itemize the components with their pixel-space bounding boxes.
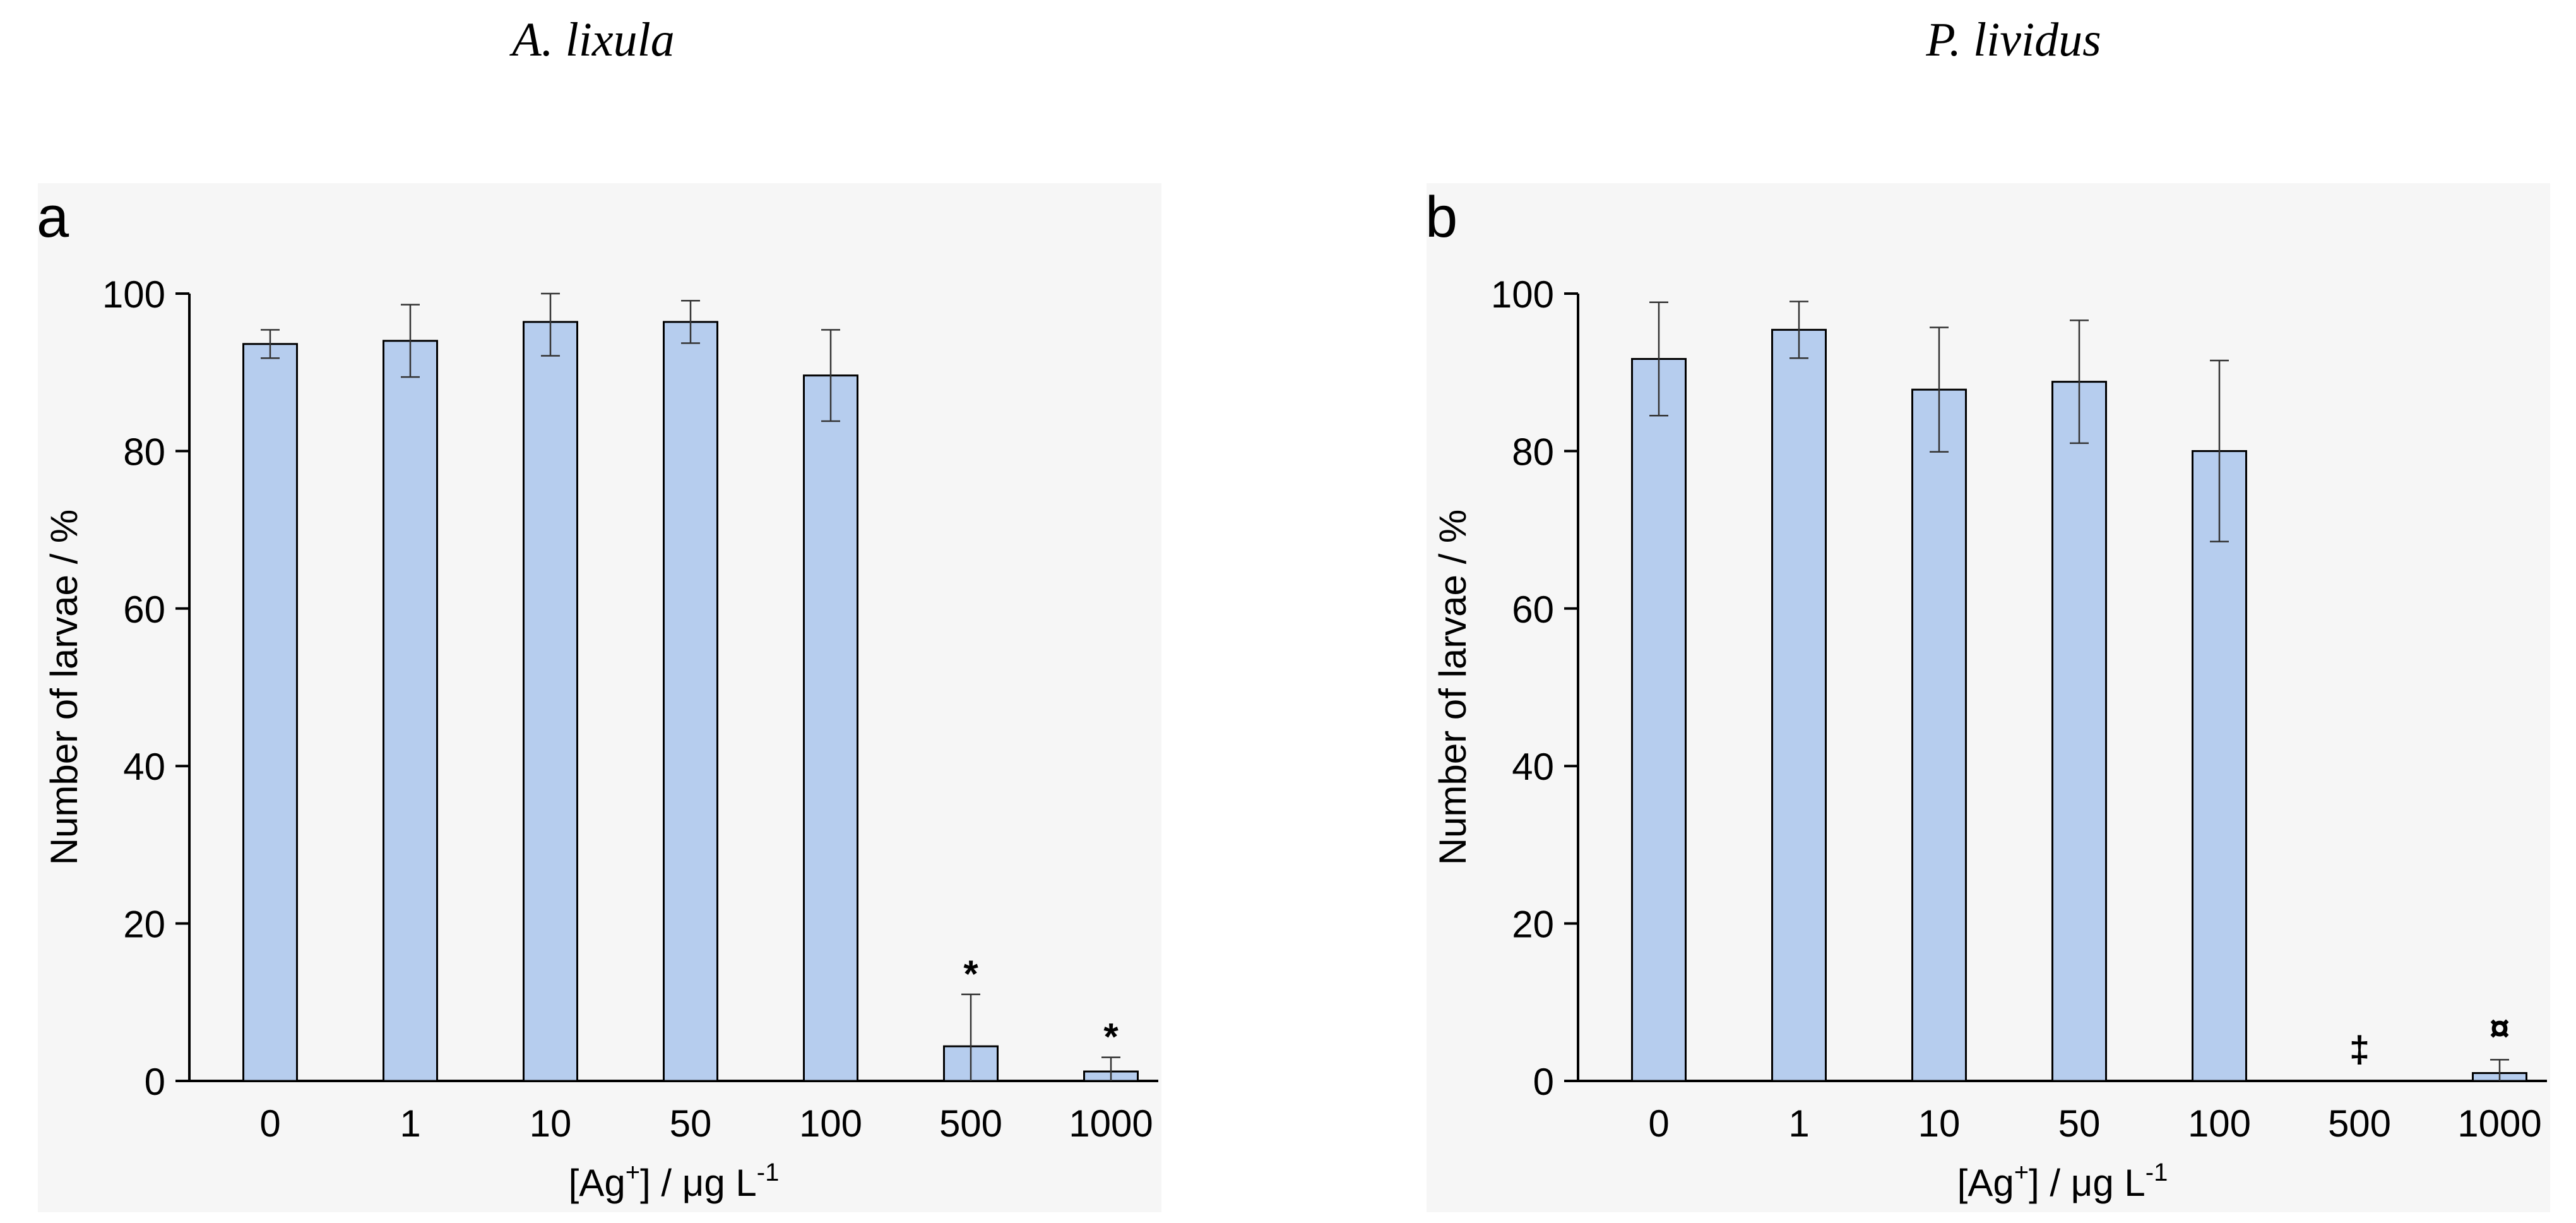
- panel-label: a: [37, 185, 69, 249]
- x-tick-label: 100: [799, 1102, 862, 1145]
- significance-marker: ¤: [2490, 1008, 2510, 1049]
- y-axis-label: Number of larvae / %: [1432, 510, 1474, 866]
- x-tick-label: 1000: [2457, 1102, 2541, 1145]
- x-tick-label: 10: [1918, 1102, 1961, 1145]
- x-axis-label-part: -1: [757, 1159, 780, 1186]
- x-axis-label-part: [Ag: [569, 1162, 626, 1204]
- x-tick-label: 50: [2058, 1102, 2101, 1145]
- x-tick-label: 0: [259, 1102, 280, 1145]
- significance-marker: ‡: [2349, 1029, 2370, 1070]
- species-title-a: A. lixula: [512, 13, 675, 66]
- y-tick-label: 40: [1512, 746, 1554, 788]
- bar: [1771, 328, 1827, 1082]
- plot-background: [1427, 183, 2550, 1212]
- x-tick-label: 0: [1648, 1102, 1669, 1145]
- x-axis-label-part: ] / μg L: [2029, 1162, 2146, 1204]
- x-tick-label: 500: [939, 1102, 1002, 1145]
- bar: [2192, 450, 2247, 1082]
- y-axis-label: Number of larvae / %: [43, 510, 85, 866]
- bar: [803, 374, 858, 1082]
- x-axis-label-part: -1: [2146, 1159, 2168, 1186]
- x-axis-label-part: [Ag: [1957, 1162, 2014, 1204]
- bar: [663, 321, 718, 1082]
- x-tick-label: 50: [670, 1102, 712, 1145]
- x-tick-label: 10: [530, 1102, 572, 1145]
- species-title-b: P. lividus: [1926, 13, 2101, 66]
- bar: [523, 321, 578, 1082]
- x-tick-label: 100: [2188, 1102, 2251, 1145]
- x-tick-label: 1: [1788, 1102, 1809, 1145]
- x-axis-label-part: +: [626, 1159, 640, 1186]
- significance-marker: *: [1103, 1016, 1119, 1058]
- y-tick-label: 100: [102, 273, 165, 316]
- y-tick-label: 0: [1533, 1061, 1554, 1103]
- x-tick-label: 500: [2328, 1102, 2391, 1145]
- bar: [242, 343, 298, 1082]
- x-axis-label: [Ag+] / μg L-1: [569, 1159, 780, 1204]
- bar: [1911, 388, 1967, 1082]
- bar: [383, 340, 438, 1082]
- y-tick-label: 20: [1512, 904, 1554, 946]
- bar: [1631, 358, 1687, 1082]
- y-tick-label: 60: [123, 588, 165, 631]
- x-axis-label-part: ] / μg L: [640, 1162, 757, 1204]
- x-axis-label-part: +: [2014, 1159, 2029, 1186]
- x-tick-label: 1000: [1069, 1102, 1153, 1145]
- y-tick-label: 40: [123, 746, 165, 788]
- y-tick-label: 100: [1491, 273, 1554, 316]
- x-tick-label: 1: [400, 1102, 420, 1145]
- plot-background: [38, 183, 1161, 1212]
- y-tick-label: 80: [123, 431, 165, 473]
- y-tick-label: 20: [123, 904, 165, 946]
- x-axis-label: [Ag+] / μg L-1: [1957, 1159, 2168, 1204]
- significance-marker: *: [963, 953, 978, 995]
- y-tick-label: 80: [1512, 431, 1554, 473]
- panel-label: b: [1425, 185, 1457, 249]
- y-tick-label: 0: [145, 1061, 165, 1103]
- bar: [2051, 381, 2107, 1082]
- y-tick-label: 60: [1512, 588, 1554, 631]
